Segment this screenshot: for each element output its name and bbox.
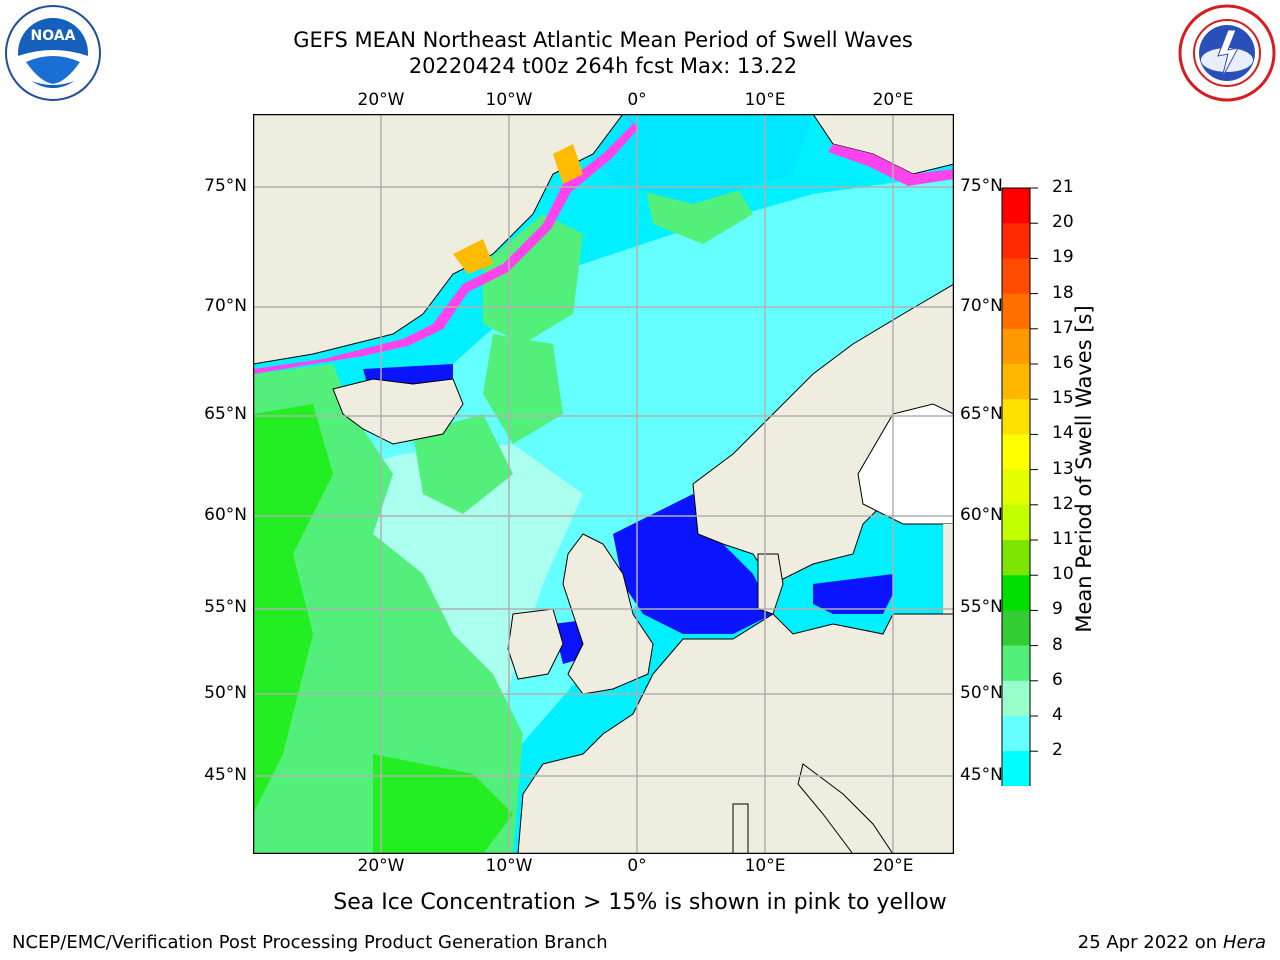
colorbar-tick-label: 15: [1052, 388, 1074, 409]
colorbar-tick-label: 14: [1052, 423, 1074, 444]
colorbar-tick-label: 9: [1052, 599, 1063, 620]
colorbar-tick-label: 13: [1052, 458, 1074, 479]
colorbar-segment: [1002, 504, 1030, 541]
lon-label-bottom-10w: 10°W: [485, 856, 533, 876]
colorbar-segment: [1002, 716, 1030, 752]
lon-label-top-10e: 10°E: [744, 90, 786, 110]
lat-label-right-70n: 70°N: [960, 296, 1003, 316]
colorbar-tick-label: 12: [1052, 493, 1074, 514]
footer-host: Hera: [1222, 932, 1266, 953]
lat-label-right-50n: 50°N: [960, 683, 1003, 703]
ocean-cyan-north: [553, 114, 813, 204]
colorbar-tick-label: 10: [1052, 564, 1074, 585]
colorbar-tick-label: 18: [1052, 282, 1074, 303]
colorbar-tick-label: 20: [1052, 212, 1074, 233]
colorbar-segment: [1002, 328, 1030, 365]
lon-label-bottom-20e: 20°E: [872, 856, 914, 876]
map-canvas: [252, 113, 955, 855]
colorbar-segment: [1002, 751, 1030, 787]
europe-land: [517, 613, 954, 854]
iceland-land: [332, 378, 464, 445]
lat-label-left-70n: 70°N: [204, 296, 247, 316]
colorbar-tick-label: 4: [1052, 705, 1063, 725]
colorbar-tick-label: 16: [1052, 353, 1074, 373]
colorbar-segment: [1002, 188, 1030, 224]
colorbar-tick-label: 8: [1052, 634, 1063, 655]
colorbar-segment: [1002, 293, 1030, 330]
lon-label-top-0: 0°: [627, 90, 647, 110]
colorbar-tick-label: 21: [1052, 177, 1074, 197]
scandinavia-land: [692, 283, 954, 585]
sea-ice-caption: Sea Ice Concentration > 15% is shown in …: [333, 890, 947, 915]
lon-label-bottom-10e: 10°E: [744, 856, 786, 876]
sea-ice-greenland: [253, 114, 639, 374]
italy-land: [797, 763, 894, 854]
swell-period-map: [252, 113, 955, 855]
map-title: GEFS MEAN Northeast Atlantic Mean Period…: [293, 28, 913, 52]
greenland-land: [253, 114, 624, 365]
colorbar-segment: [1002, 223, 1030, 259]
map-frame: [252, 113, 955, 855]
colorbar-segment: [1002, 434, 1030, 471]
footer-date-text: 25 Apr 2022 on: [1077, 932, 1218, 953]
ocean-green-patch-1: [483, 214, 583, 344]
lat-label-left-60n: 60°N: [204, 505, 247, 525]
lon-label-top-10w: 10°W: [485, 90, 533, 110]
gulf-of-bothnia: [857, 403, 954, 525]
colorbar-tick-label: 6: [1052, 669, 1063, 690]
corsica-sardinia-land: [732, 803, 749, 854]
lon-label-top-20e: 20°E: [872, 90, 914, 110]
colorbar-segment: [1002, 575, 1030, 611]
sea-ice-svalbard: [828, 144, 954, 186]
colorbar-title: Mean Period of Swell Waves [s]: [1072, 305, 1096, 633]
colorbar-tick-label: 17: [1052, 317, 1074, 338]
colorbar-tick-label: 11: [1052, 529, 1074, 549]
lon-label-bottom-20w: 20°W: [357, 856, 405, 876]
lat-label-left-75n: 75°N: [204, 176, 247, 196]
colorbar-segment: [1002, 540, 1030, 576]
lat-label-left-65n: 65°N: [204, 404, 247, 424]
colorbar-segment: [1002, 645, 1030, 682]
north-sea-deep-blue: [613, 494, 773, 634]
map-subtitle: 20220424 t00z 264h fcst Max: 13.22: [408, 54, 798, 78]
lon-label-top-20w: 20°W: [357, 90, 405, 110]
lat-label-right-65n: 65°N: [960, 404, 1003, 424]
colorbar-segment: [1002, 680, 1030, 717]
lat-label-right-75n: 75°N: [960, 176, 1003, 196]
colorbar-segment: [1002, 469, 1030, 506]
colorbar-tick-label: 19: [1052, 247, 1074, 268]
colorbar-svg: [1001, 187, 1038, 845]
lat-label-left-55n: 55°N: [204, 597, 247, 617]
ocean-green-patch-4: [413, 414, 513, 514]
footer-date: 25 Apr 2022 on Hera: [1078, 932, 1266, 953]
lat-label-left-45n: 45°N: [204, 765, 247, 785]
lat-label-right-60n: 60°N: [960, 505, 1003, 525]
lat-label-left-50n: 50°N: [204, 683, 247, 703]
colorbar-segment: [1002, 364, 1030, 400]
baltic-deep-blue: [813, 574, 893, 614]
sea-ice-greenland-yellow: [453, 144, 583, 274]
graticule: [253, 114, 954, 854]
lat-label-right-55n: 55°N: [960, 597, 1003, 617]
great-britain-land: [562, 533, 654, 695]
lat-label-right-45n: 45°N: [960, 765, 1003, 785]
ocean-bright-green-south: [373, 754, 513, 854]
footer-producer: NCEP/EMC/Verification Post Processing Pr…: [12, 932, 608, 953]
noaa-logo-icon: NOAA: [4, 4, 102, 102]
colorbar-segment: [1002, 258, 1030, 295]
noaa-logo-text: NOAA: [31, 28, 76, 44]
lon-label-bottom-0: 0°: [627, 856, 647, 876]
colorbar-segment: [1002, 610, 1030, 647]
colorbar-tick-label: 2: [1052, 740, 1063, 761]
national-weather-service-logo-icon: [1178, 4, 1276, 102]
colorbar: [1000, 186, 1040, 845]
colorbar-segment: [1002, 399, 1030, 435]
